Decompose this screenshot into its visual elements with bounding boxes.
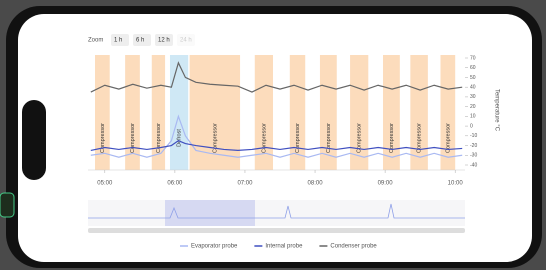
zoom-option[interactable]: 24 h [180,38,192,44]
band-label: Compressor [130,123,136,153]
side-button [0,193,14,217]
x-tick-label: 10:00 [448,181,464,187]
x-tick-label: 06:00 [167,181,183,187]
screen: Zoom 1 h 6 h 12 h 24 h Compressor Compressor… [0,0,546,270]
y-tick-label: 30 [470,94,476,100]
y-tick-label: 70 [470,55,476,61]
x-tick-label: 07:00 [237,181,253,187]
page: Zoom 1 h 6 h 12 h 24 h Compressor Compressor… [0,0,546,270]
y-tick-label: 40 [470,85,476,91]
camera-notch [22,100,46,180]
band-label: Compressor [445,123,451,153]
y-tick-label: -10 [470,133,477,139]
scrollbar[interactable] [88,228,465,233]
y-tick-label: -20 [470,143,477,149]
legend-label[interactable]: Internal probe [265,244,303,250]
zoom-label: Zoom [88,38,103,44]
y-tick-label: 20 [470,104,476,110]
band [170,55,188,170]
y-tick-label: -30 [470,153,477,159]
navigator-window[interactable] [165,200,255,226]
navigator [88,200,465,233]
y-tick-label: -40 [470,162,477,168]
y-tick-label: 50 [470,75,476,81]
x-tick-label: 05:00 [97,181,113,187]
x-tick-label: 08:00 [308,181,324,187]
band-label: Defrost [177,129,183,147]
y-axis-label: Temperature °C [493,89,499,132]
band-label: Compressor [389,123,395,153]
zoom-option[interactable]: 6 h [136,38,144,44]
legend-label[interactable]: Condenser probe [330,244,377,250]
zoom-option[interactable]: 1 h [114,38,122,44]
y-tick-label: 0 [470,123,473,129]
zoom-option[interactable]: 12 h [158,38,170,44]
navigator-bg [88,200,465,226]
legend-label[interactable]: Evaporator probe [191,244,238,250]
y-tick-label: 60 [470,65,476,71]
y-tick-label: 10 [470,114,476,120]
x-tick-label: 09:00 [378,181,394,187]
